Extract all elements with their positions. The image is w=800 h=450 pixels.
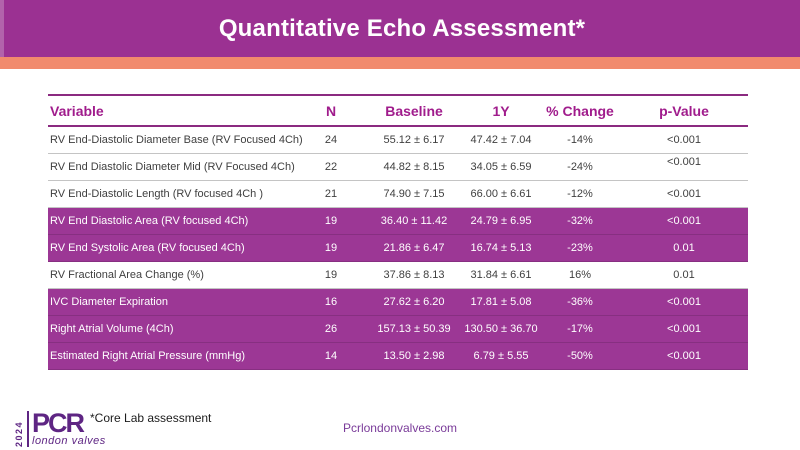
cell-pct-change: -36% (567, 295, 593, 308)
cell-baseline: 36.40 ± 11.42 (380, 214, 448, 227)
cell-n: 19 (324, 214, 338, 227)
logo-divider (27, 411, 29, 447)
table-row: RV End Diastolic Area (RV focused 4Ch) 19… (48, 207, 748, 234)
website-link[interactable]: Pcrlondonvalves.com (342, 421, 458, 435)
table-row: RV End-Diastolic Diameter Base (RV Focus… (48, 126, 748, 153)
cell-1y: 6.79 ± 5.55 (473, 349, 529, 362)
column-header-p-value: p-Value (659, 102, 709, 119)
cell-baseline: 44.82 ± 8.15 (383, 160, 445, 173)
table-row: IVC Diameter Expiration 16 27.62 ± 6.20 17.… (48, 288, 748, 315)
cell-pct-change: -23% (567, 241, 593, 254)
cell-baseline: 27.62 ± 6.20 (383, 295, 445, 308)
cell-pct-change: -50% (567, 349, 593, 362)
cell-variable: RV End-Diastolic Length (RV focused 4Ch … (50, 187, 263, 200)
cell-baseline: 157.13 ± 50.39 (377, 322, 451, 335)
column-header-1y: 1Y (492, 102, 510, 119)
table-row: RV End Diastolic Diameter Mid (RV Focuse… (48, 153, 748, 180)
cell-variable: Right Atrial Volume (4Ch) (50, 322, 174, 335)
cell-1y: 16.74 ± 5.13 (470, 241, 532, 254)
logo-year: 2024 (14, 420, 24, 447)
cell-p-value: <0.001 (667, 214, 701, 227)
page-title: Quantitative Echo Assessment* (218, 15, 586, 42)
cell-pct-change: -12% (567, 187, 593, 200)
cell-p-value: <0.001 (667, 133, 701, 146)
table-header-row: Variable N Baseline 1Y % Change p-Value (48, 95, 748, 126)
cell-1y: 17.81 ± 5.08 (470, 295, 532, 308)
column-header-baseline: Baseline (385, 102, 443, 119)
logo-subtitle: london valves (32, 435, 106, 447)
logo-pcr-text: PCR (32, 408, 85, 438)
cell-variable: RV End Diastolic Diameter Mid (RV Focuse… (50, 160, 295, 173)
cell-n: 24 (324, 133, 338, 146)
echo-assessment-table-wrap: Variable N Baseline 1Y % Change p-Value … (48, 94, 748, 370)
cell-1y: 24.79 ± 6.95 (470, 214, 532, 227)
echo-table-body: RV End-Diastolic Diameter Base (RV Focus… (48, 126, 748, 369)
cell-baseline: 74.90 ± 7.15 (383, 187, 445, 200)
table-row: RV End Systolic Area (RV focused 4Ch) 19 2… (48, 234, 748, 261)
cell-pct-change: -32% (567, 214, 593, 227)
cell-pct-change: -17% (567, 322, 593, 335)
cell-pct-change: 16% (568, 268, 592, 281)
cell-variable: RV End Diastolic Area (RV focused 4Ch) (50, 214, 249, 227)
column-header-pct-change: % Change (546, 102, 614, 119)
cell-p-value: <0.001 (667, 155, 701, 168)
cell-variable: RV End Systolic Area (RV focused 4Ch) (50, 241, 245, 254)
cell-n: 14 (324, 349, 338, 362)
cell-baseline: 13.50 ± 2.98 (383, 349, 445, 362)
table-row: Right Atrial Volume (4Ch) 26 157.13 ± 50.3… (48, 315, 748, 342)
cell-n: 19 (324, 241, 338, 254)
cell-pct-change: -24% (567, 160, 593, 173)
cell-n: 21 (324, 187, 338, 200)
cell-variable: Estimated Right Atrial Pressure (mmHg) (50, 349, 245, 362)
cell-1y: 66.00 ± 6.61 (470, 187, 532, 200)
cell-p-value: <0.001 (667, 349, 701, 362)
pcr-london-valves-logo: 2024 PCR london valves (14, 410, 106, 447)
cell-p-value: <0.001 (667, 187, 701, 200)
cell-p-value: <0.001 (667, 295, 701, 308)
cell-variable: RV End-Diastolic Diameter Base (RV Focus… (50, 133, 303, 146)
cell-baseline: 55.12 ± 6.17 (383, 133, 445, 146)
accent-stripe (0, 57, 800, 69)
core-lab-footnote: *Core Lab assessment (90, 411, 212, 425)
echo-assessment-table: Variable N Baseline 1Y % Change p-Value … (48, 94, 748, 370)
cell-n: 22 (324, 160, 338, 173)
cell-1y: 31.84 ± 6.61 (470, 268, 532, 281)
table-row: Estimated Right Atrial Pressure (mmHg) 14… (48, 342, 748, 369)
column-header-n: N (325, 102, 337, 119)
cell-baseline: 37.86 ± 8.13 (383, 268, 445, 281)
table-row: RV Fractional Area Change (%) 19 37.86 ± 8… (48, 261, 748, 288)
cell-n: 26 (324, 322, 338, 335)
cell-baseline: 21.86 ± 6.47 (383, 241, 445, 254)
cell-n: 19 (324, 268, 338, 281)
title-banner: Quantitative Echo Assessment* (0, 0, 800, 57)
cell-p-value: 0.01 (673, 268, 695, 281)
cell-p-value: 0.01 (673, 241, 695, 254)
cell-variable: IVC Diameter Expiration (50, 295, 168, 308)
cell-n: 16 (324, 295, 338, 308)
cell-p-value: <0.001 (667, 322, 701, 335)
column-header-variable: Variable (50, 102, 104, 119)
table-row: RV End-Diastolic Length (RV focused 4Ch … (48, 180, 748, 207)
cell-pct-change: -14% (567, 133, 593, 146)
cell-1y: 47.42 ± 7.04 (470, 133, 532, 146)
cell-1y: 130.50 ± 36.70 (464, 322, 538, 335)
cell-1y: 34.05 ± 6.59 (470, 160, 532, 173)
cell-variable: RV Fractional Area Change (%) (50, 268, 204, 281)
